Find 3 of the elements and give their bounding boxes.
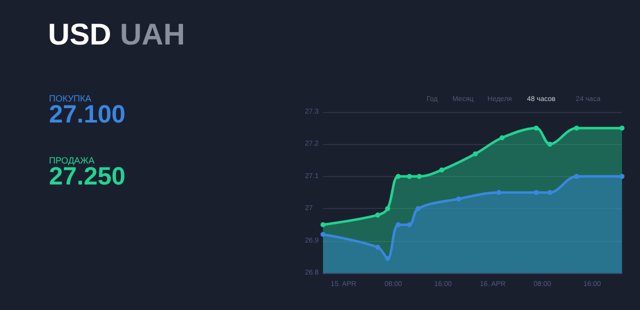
chart-title: USD UAH [48,18,185,52]
text: ПОКУПКА [49,94,92,104]
text: 27.100 [49,100,126,128]
